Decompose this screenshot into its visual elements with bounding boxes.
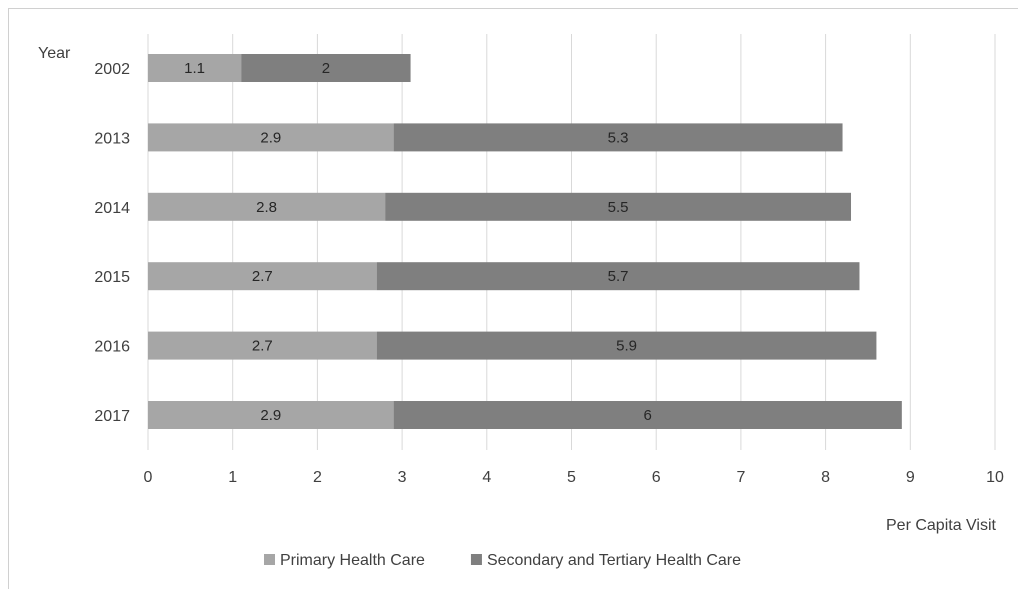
x-tick-label: 6 bbox=[652, 469, 661, 486]
category-label: 2002 bbox=[94, 61, 130, 78]
legend-swatch bbox=[264, 554, 275, 565]
data-label: 5.9 bbox=[616, 338, 637, 355]
legend-label: Secondary and Tertiary Health Care bbox=[487, 552, 741, 569]
data-label: 2.7 bbox=[252, 268, 273, 285]
x-tick-label: 1 bbox=[228, 469, 237, 486]
bar-segment bbox=[148, 54, 242, 82]
legend-swatch bbox=[470, 554, 482, 565]
x-tick-label: 2 bbox=[313, 469, 322, 486]
data-label: 6 bbox=[644, 407, 652, 424]
bars bbox=[148, 54, 902, 429]
x-tick-label: 8 bbox=[821, 469, 830, 486]
x-tick-label: 3 bbox=[398, 469, 407, 486]
x-axis-title: Per Capita Visit bbox=[886, 517, 997, 534]
bar-segment bbox=[148, 401, 394, 429]
category-label: 2014 bbox=[94, 200, 130, 217]
bar-segment bbox=[376, 331, 877, 360]
data-labels: 1.1 2 2.9 5.3 2.8 5.5 2.7 5.7 2.7 5.9 2.9 6 bbox=[184, 60, 652, 424]
x-tick-label: 4 bbox=[482, 469, 491, 486]
x-tick-label: 10 bbox=[986, 469, 1004, 486]
x-tick-label: 0 bbox=[144, 469, 153, 486]
data-label: 2 bbox=[322, 60, 330, 77]
bar-segment bbox=[393, 401, 902, 429]
bar-segment bbox=[148, 262, 377, 291]
x-tick-labels: 0 1 2 3 4 5 6 7 8 9 10 bbox=[144, 469, 1004, 486]
bar-segment bbox=[385, 192, 852, 221]
bar-segment bbox=[393, 123, 843, 152]
chart-frame bbox=[8, 8, 1018, 589]
legend: Primary Health Care Secondary and Tertiar… bbox=[264, 552, 741, 569]
y-axis-title: Year bbox=[38, 45, 71, 62]
x-tick-label: 5 bbox=[567, 469, 576, 486]
data-label: 2.9 bbox=[260, 129, 281, 146]
data-label: 5.5 bbox=[608, 199, 629, 216]
data-label: 2.9 bbox=[260, 407, 281, 424]
category-label: 2016 bbox=[94, 339, 130, 356]
x-tick-label: 9 bbox=[906, 469, 915, 486]
data-label: 5.3 bbox=[608, 129, 629, 146]
bar-segment bbox=[148, 331, 377, 360]
gridlines bbox=[147, 34, 996, 450]
category-label: 2015 bbox=[94, 269, 130, 286]
category-label: 2017 bbox=[94, 408, 130, 425]
bar-segment bbox=[376, 262, 860, 291]
data-label: 5.7 bbox=[608, 268, 629, 285]
category-labels: 2002 2013 2014 2015 2016 2017 bbox=[94, 61, 130, 425]
data-label: 2.8 bbox=[256, 199, 277, 216]
x-tick-label: 7 bbox=[736, 469, 745, 486]
data-label: 2.7 bbox=[252, 338, 273, 355]
category-label: 2013 bbox=[94, 130, 130, 147]
data-label: 1.1 bbox=[184, 60, 205, 77]
legend-label: Primary Health Care bbox=[280, 552, 425, 569]
bar-segment bbox=[148, 123, 394, 152]
bar-segment bbox=[148, 192, 386, 221]
bar-segment bbox=[241, 54, 411, 82]
